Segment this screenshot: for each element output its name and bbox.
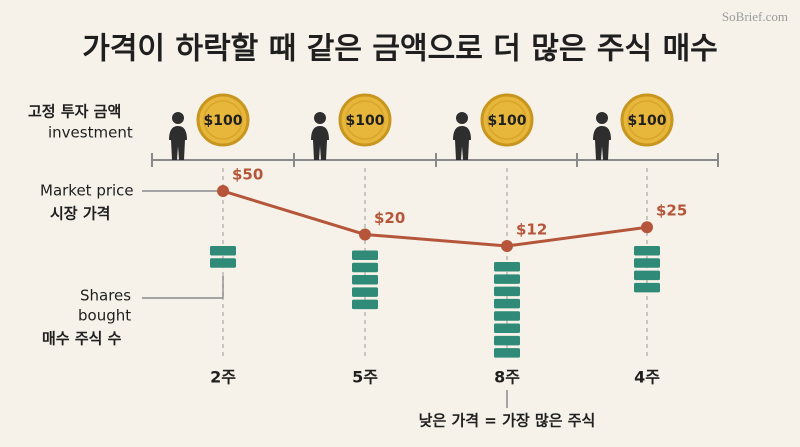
head xyxy=(456,112,468,124)
title: 가격이 하락할 때 같은 금액으로 더 많은 주식 매수 xyxy=(82,32,718,67)
share-block xyxy=(634,270,660,281)
timeline-ticks xyxy=(151,153,719,167)
label: bought xyxy=(78,307,131,325)
body xyxy=(593,126,611,160)
share-block xyxy=(210,246,236,256)
person-icon xyxy=(593,112,611,160)
coin xyxy=(480,93,534,147)
share-block xyxy=(494,348,520,358)
body xyxy=(311,126,329,160)
coin-label: $100 xyxy=(488,113,527,129)
share-block xyxy=(210,258,236,268)
share-block xyxy=(634,258,660,268)
label: 고정 투자 금액 xyxy=(28,103,121,121)
body xyxy=(453,126,471,160)
price-dot xyxy=(641,221,653,234)
price-label: $50 xyxy=(232,166,263,184)
label: 시장 가격 xyxy=(50,205,110,223)
price-line xyxy=(222,189,648,248)
shares-label: 5주 xyxy=(352,368,378,387)
share-block xyxy=(494,335,520,346)
coin-inner xyxy=(487,100,527,140)
shares-label: 4주 xyxy=(634,368,660,387)
head xyxy=(172,112,184,124)
watermark: SoBrief.com xyxy=(722,9,788,24)
share-block xyxy=(352,287,378,297)
share-block xyxy=(352,299,378,310)
coin-label: $100 xyxy=(628,113,667,129)
price-dot xyxy=(217,185,229,198)
shares-label: 8주 xyxy=(494,368,520,387)
person-icon xyxy=(453,112,471,160)
share-block xyxy=(494,286,520,297)
annotation: 낮은 가격 = 가장 많은 주식 xyxy=(419,412,596,430)
coin xyxy=(620,93,674,147)
label: Shares xyxy=(80,287,131,305)
coin-inner xyxy=(627,100,667,140)
coin-label: $100 xyxy=(346,113,385,129)
coin-inner xyxy=(203,100,243,140)
price-dot xyxy=(359,228,371,241)
share-block xyxy=(352,275,378,285)
coin-inner xyxy=(345,100,385,140)
body xyxy=(169,126,187,160)
head xyxy=(314,112,326,124)
share-block xyxy=(494,311,520,321)
share-block xyxy=(494,298,520,309)
person-icon xyxy=(311,112,329,160)
share-block xyxy=(494,323,520,334)
price-label: $20 xyxy=(374,209,405,227)
share-block xyxy=(634,282,660,293)
price-dot xyxy=(501,240,513,253)
coin-label: $100 xyxy=(204,113,243,129)
coin xyxy=(338,93,392,147)
shares-label: 2주 xyxy=(210,368,236,387)
head xyxy=(596,112,608,124)
coin xyxy=(196,93,250,147)
price-label: $12 xyxy=(516,221,547,239)
share-block xyxy=(494,274,520,284)
share-block xyxy=(352,262,378,273)
label: Market price xyxy=(40,182,134,200)
share-block xyxy=(352,250,378,260)
label: investment xyxy=(48,124,133,142)
price-label: $25 xyxy=(656,202,687,220)
label: 매수 주식 수 xyxy=(42,330,122,348)
share-block xyxy=(634,246,660,256)
person-icon xyxy=(169,112,187,160)
share-block xyxy=(494,262,520,272)
